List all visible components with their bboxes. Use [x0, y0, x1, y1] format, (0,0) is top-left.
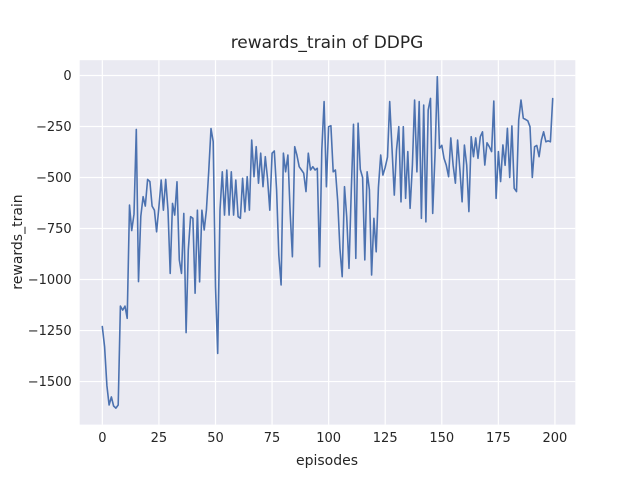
y-axis-label: rewards_train: [10, 194, 26, 290]
x-tick-label: 125: [373, 431, 398, 446]
y-tick-label: −1250: [28, 324, 72, 339]
x-tick-label: 50: [207, 431, 224, 446]
y-tick-label: −750: [36, 222, 72, 237]
x-tick-label: 75: [264, 431, 281, 446]
x-tick-label: 0: [98, 431, 106, 446]
y-tick-label: −1000: [28, 273, 72, 288]
x-tick-label: 25: [151, 431, 168, 446]
y-tick-label: −250: [36, 120, 72, 135]
x-tick-label: 200: [543, 431, 568, 446]
x-tick-label: 175: [486, 431, 511, 446]
y-tick-label: −1500: [28, 375, 72, 390]
x-tick-label: 150: [429, 431, 454, 446]
axes-background: [79, 60, 576, 425]
chart-title: rewards_train of DDPG: [230, 33, 424, 53]
y-tick-label: 0: [63, 69, 71, 84]
x-axis-label: episodes: [295, 453, 359, 469]
x-tick-label: 100: [316, 431, 341, 446]
y-tick-label: −500: [36, 171, 72, 186]
data-line-rewards_train: [101, 75, 554, 409]
